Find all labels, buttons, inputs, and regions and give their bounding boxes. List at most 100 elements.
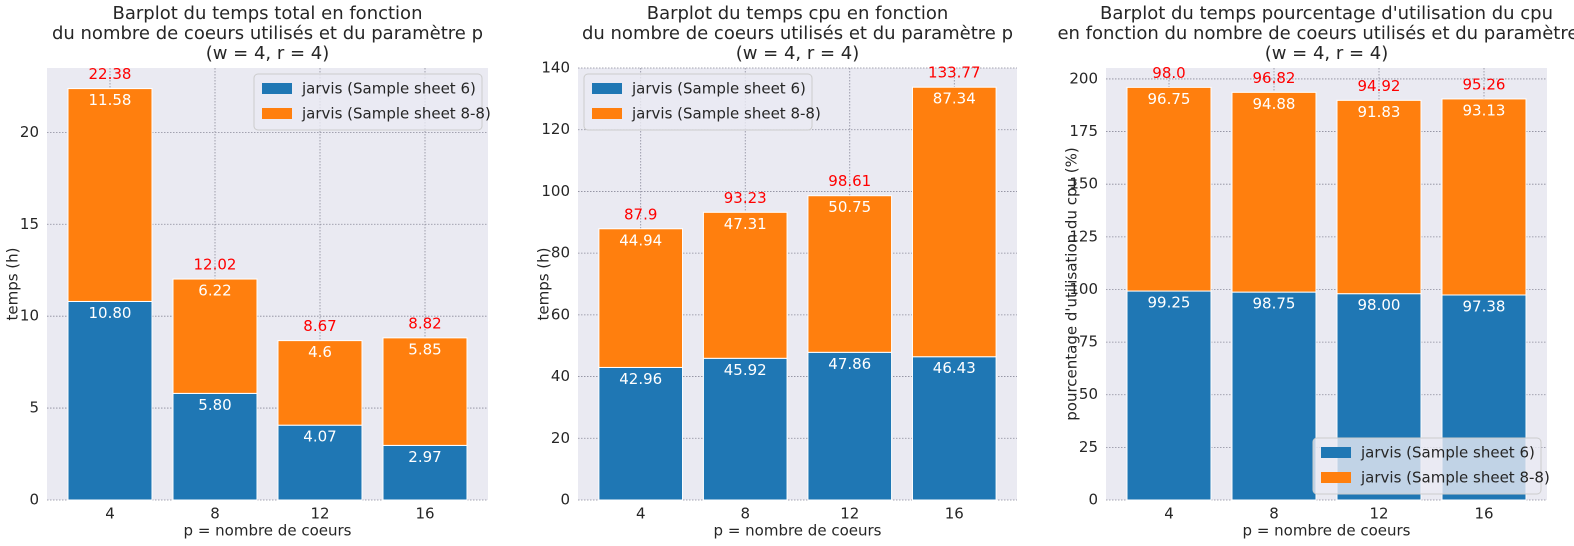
chart-title: Barplot du temps pourcentage d'utilisati… [1100, 3, 1553, 24]
y-tick-label: 120 [541, 120, 570, 138]
value-label: 94.88 [1253, 95, 1296, 113]
value-label: 87.34 [933, 90, 976, 108]
chart-title: du nombre de coeurs utilisés et du param… [52, 23, 483, 44]
legend: jarvis (Sample sheet 6) jarvis (Sample sh… [1312, 437, 1550, 495]
total-label: 133.77 [928, 64, 981, 82]
x-axis-label: p = nombre de coeurs [184, 522, 352, 540]
y-tick-label: 150 [1069, 175, 1098, 193]
value-label: 4.07 [303, 428, 336, 446]
y-tick-label: 5 [29, 399, 39, 417]
value-label: 11.58 [89, 91, 132, 109]
value-label: 46.43 [933, 359, 976, 377]
bar-segment [702, 211, 788, 359]
legend-swatch [262, 108, 292, 119]
x-tick-label: 12 [1369, 505, 1388, 523]
value-label: 97.38 [1463, 297, 1506, 315]
total-label: 8.82 [408, 314, 441, 332]
x-tick-label: 8 [210, 505, 220, 523]
value-label: 10.80 [89, 304, 132, 322]
y-tick-label: 20 [20, 123, 39, 141]
legend-box [253, 73, 483, 131]
total-label: 22.38 [89, 65, 132, 83]
bar-segment [172, 392, 258, 501]
bar-segment [382, 337, 468, 446]
value-label: 93.13 [1463, 101, 1506, 119]
y-axis-label: temps (h) [535, 247, 553, 320]
x-tick-label: 8 [1269, 505, 1279, 523]
y-tick-label: 75 [1079, 333, 1098, 351]
y-tick-label: 125 [1069, 227, 1098, 245]
bar-segment [1231, 91, 1317, 293]
chart-title: (w = 4, r = 4) [206, 43, 330, 64]
legend-label: jarvis (Sample sheet 6) [631, 80, 806, 98]
y-tick-label: 50 [1079, 385, 1098, 403]
legend-label: jarvis (Sample sheet 8-8) [301, 105, 491, 123]
bar-segment [1441, 98, 1527, 296]
bar-segment [807, 195, 893, 353]
bar-segment [807, 351, 893, 501]
total-label: 98.0 [1152, 64, 1185, 82]
x-tick-label: 4 [1164, 505, 1174, 523]
legend-swatch [1321, 472, 1351, 483]
legend-label: jarvis (Sample sheet 6) [301, 80, 476, 98]
x-tick-label: 4 [105, 505, 115, 523]
y-tick-label: 80 [551, 244, 570, 262]
value-label: 91.83 [1358, 103, 1401, 121]
total-label: 94.92 [1358, 77, 1401, 95]
y-tick-label: 200 [1069, 69, 1098, 87]
total-label: 93.23 [724, 189, 767, 207]
chart-title: (w = 4, r = 4) [1265, 43, 1389, 64]
value-label: 45.92 [724, 361, 767, 379]
y-tick-label: 0 [560, 491, 570, 509]
y-tick-label: 140 [541, 59, 570, 77]
chart-title: (w = 4, r = 4) [736, 43, 860, 64]
y-axis-label: pourcentage d'utilisation du cpu (%) [1063, 147, 1081, 420]
y-tick-label: 100 [1069, 280, 1098, 298]
value-label: 2.97 [408, 448, 441, 466]
chart-title: du nombre de coeurs utilisés et du param… [582, 23, 1013, 44]
x-tick-label: 4 [636, 505, 646, 523]
x-tick-label: 16 [945, 505, 964, 523]
x-tick-label: 16 [1474, 505, 1493, 523]
x-tick-label: 12 [840, 505, 859, 523]
legend-label: jarvis (Sample sheet 8-8) [631, 105, 821, 123]
bar-segment [1231, 291, 1317, 501]
y-tick-label: 40 [551, 367, 570, 385]
x-tick-label: 16 [415, 505, 434, 523]
bar-segment [277, 340, 363, 426]
total-label: 98.61 [828, 172, 871, 190]
y-tick-label: 0 [29, 491, 39, 509]
bar-segment [1126, 290, 1212, 501]
chart-title: en fonction du nombre de coeurs utilisés… [1057, 23, 1574, 44]
x-tick-label: 8 [740, 505, 750, 523]
total-label: 8.67 [303, 317, 336, 335]
bar-segment [1126, 86, 1212, 292]
chart-title: Barplot du temps cpu en fonction [647, 3, 949, 24]
legend-box [583, 73, 813, 131]
bar-segment [598, 228, 684, 368]
chart-title: Barplot du temps total en fonction [113, 3, 423, 24]
value-label: 6.22 [198, 282, 231, 300]
legend-label: jarvis (Sample sheet 8-8) [1360, 469, 1550, 487]
bar-segment [67, 300, 153, 501]
value-label: 5.85 [408, 340, 441, 358]
value-label: 42.96 [619, 370, 662, 388]
legend-swatch [262, 83, 292, 94]
bar-segment [702, 357, 788, 501]
bar-segment [911, 356, 997, 501]
value-label: 98.00 [1358, 296, 1401, 314]
value-label: 47.31 [724, 215, 767, 233]
y-tick-label: 60 [551, 305, 570, 323]
bar-segment [172, 278, 258, 394]
bar-segment [1336, 99, 1422, 295]
y-axis-label: temps (h) [4, 247, 22, 320]
legend-swatch [1321, 447, 1351, 458]
legend-swatch [592, 83, 622, 94]
total-label: 96.82 [1253, 69, 1296, 87]
value-label: 98.75 [1253, 295, 1296, 313]
value-label: 5.80 [198, 396, 231, 414]
x-axis-label: p = nombre de coeurs [714, 522, 882, 540]
y-tick-label: 100 [541, 182, 570, 200]
bar-segment [598, 366, 684, 501]
